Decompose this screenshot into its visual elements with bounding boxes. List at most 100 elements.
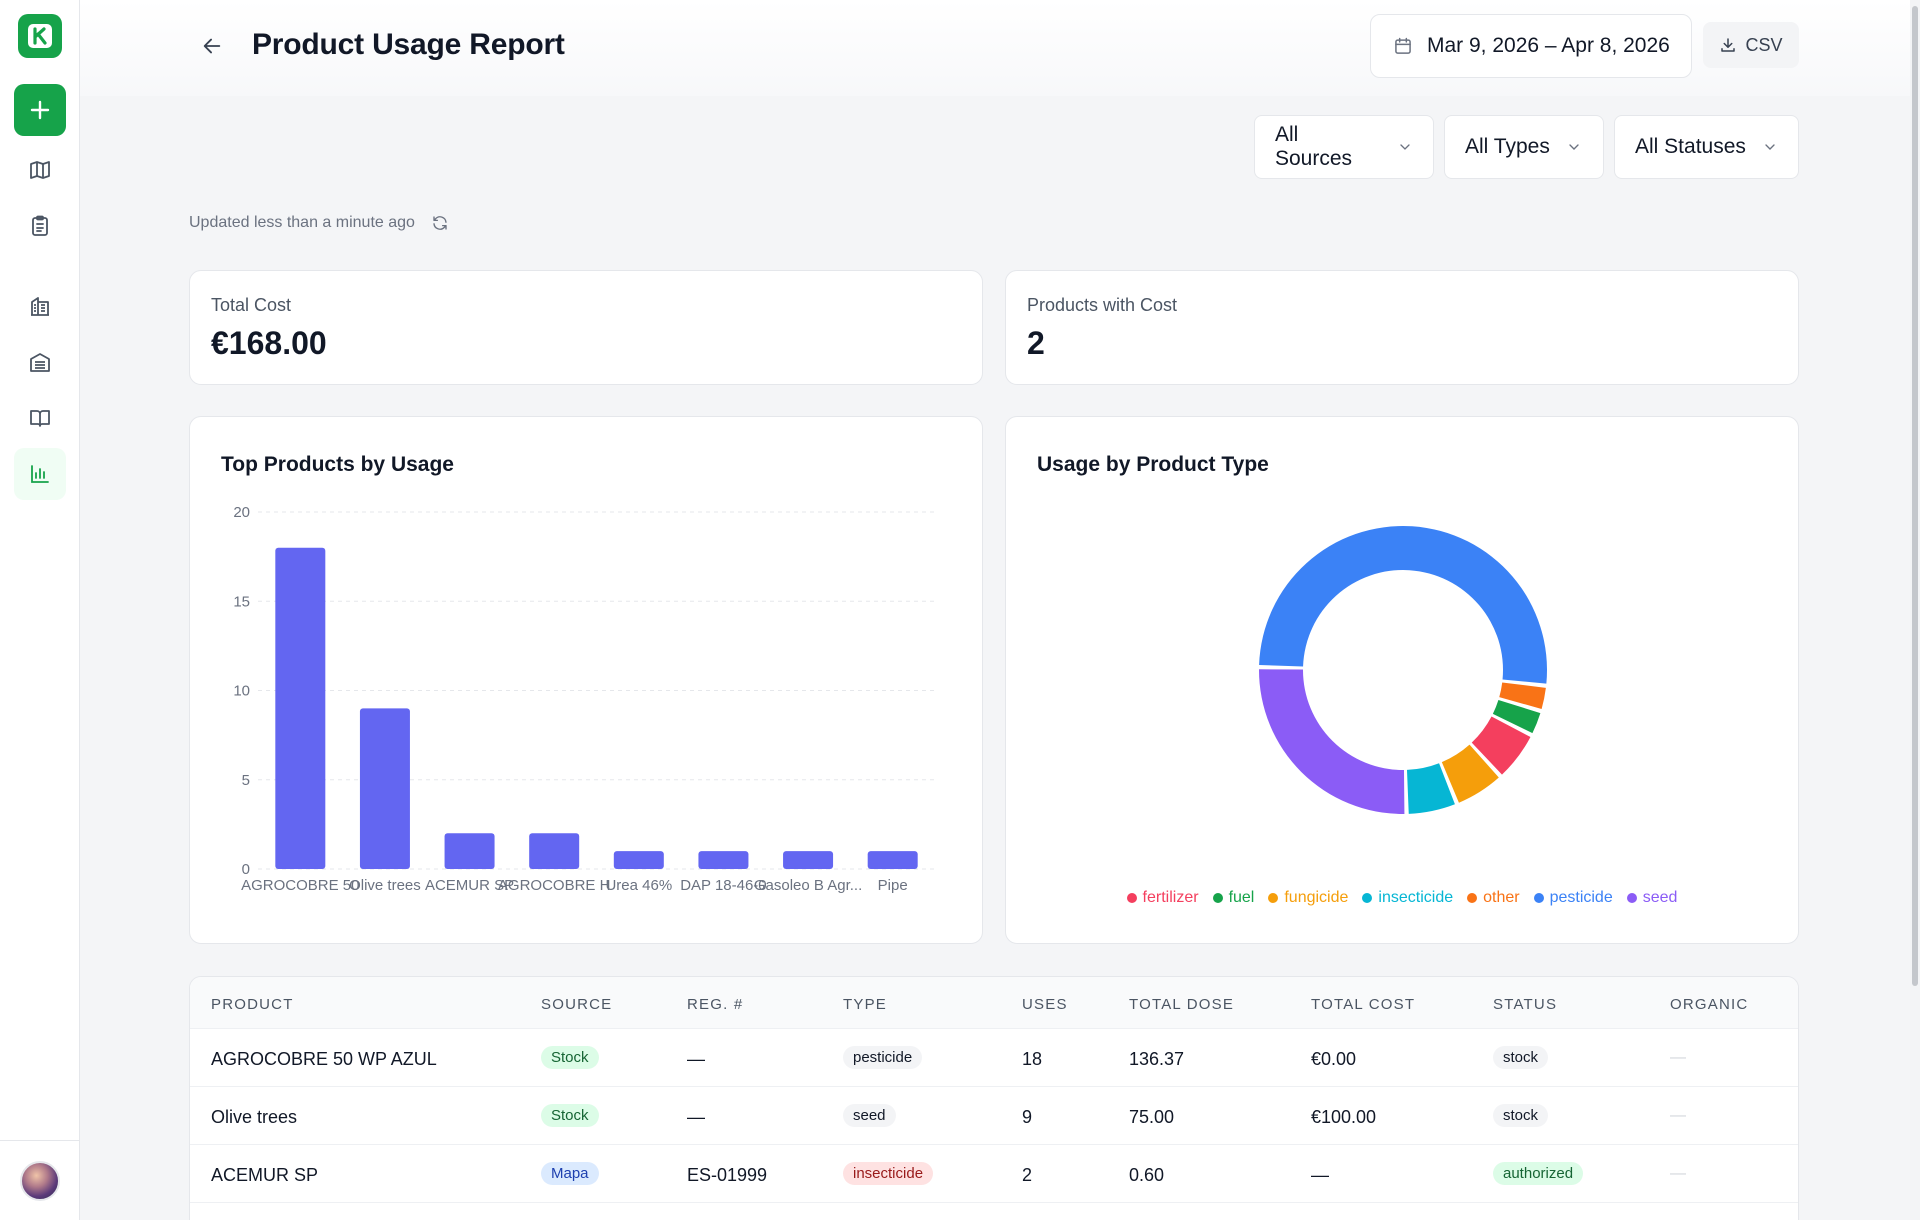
refresh-icon[interactable] <box>431 214 449 232</box>
app-logo[interactable] <box>17 14 62 58</box>
page-header: Product Usage Report Mar 9, 2026 – Apr 8… <box>80 0 1910 96</box>
nav-item-farms[interactable] <box>14 280 66 332</box>
x-tick-label: AGROCOBRE H <box>498 877 611 894</box>
legend-item-insecticide: insecticide <box>1362 889 1453 907</box>
y-tick-label: 5 <box>242 772 250 789</box>
cell-product: ACEMUR SP <box>211 1165 319 1185</box>
scrollbar-thumb[interactable] <box>1912 6 1918 986</box>
nav-item-warehouse[interactable] <box>14 336 66 388</box>
sidebar <box>0 0 80 1220</box>
table-row[interactable]: ACEMUR SP Mapa ES-01999 insecticide 2 0.… <box>190 1145 1798 1203</box>
col-header-status[interactable]: STATUS <box>1493 996 1558 1013</box>
donut-chart-title: Usage by Product Type <box>1037 453 1269 476</box>
calendar-icon <box>1395 37 1411 54</box>
x-tick-label: Urea 46% <box>605 877 672 894</box>
col-header-source[interactable]: SOURCE <box>541 996 613 1013</box>
legend-dot <box>1212 893 1223 903</box>
donut-slice-other <box>1499 682 1546 710</box>
bar-chart-title: Top Products by Usage <box>221 453 454 476</box>
main-content: Product Usage Report Mar 9, 2026 – Apr 8… <box>80 0 1910 1220</box>
legend-label: seed <box>1642 889 1678 906</box>
csv-export-button[interactable]: CSV <box>1703 22 1799 68</box>
table-row[interactable]: AGROCOBRE 50 WP AZUL Stock — pesticide 1… <box>190 1029 1798 1087</box>
warehouse-icon <box>29 353 50 372</box>
cell-reg: ES-01999 <box>687 1165 768 1185</box>
col-header-total-cost[interactable]: TOTAL COST <box>1311 996 1416 1013</box>
col-header-total-dose[interactable]: TOTAL DOSE <box>1129 996 1235 1013</box>
col-header-reg[interactable]: REG. # <box>687 996 744 1013</box>
legend-item-pesticide: pesticide <box>1533 889 1613 907</box>
bar <box>444 833 495 869</box>
filter-types[interactable]: All Types <box>1444 115 1604 179</box>
x-tick-label: Pipe <box>878 877 908 894</box>
products-with-cost-card: Products with Cost 2 <box>1005 270 1799 385</box>
y-tick-label: 0 <box>242 861 250 878</box>
cell-total-dose: 75.00 <box>1129 1107 1175 1127</box>
filter-statuses[interactable]: All Statuses <box>1614 115 1799 179</box>
legend-dot <box>1126 893 1137 903</box>
donut-slice-fungicide <box>1441 744 1499 803</box>
donut-legend: fertilizer fuel fungicide insecticide other p… <box>1006 889 1798 907</box>
bar <box>867 851 918 869</box>
total-cost-label: Total Cost <box>211 295 292 315</box>
cell-organic: — <box>1670 1107 1686 1124</box>
status-badge: stock <box>1493 1104 1549 1127</box>
add-button[interactable] <box>13 84 66 136</box>
filter-types-label: All Types <box>1465 135 1550 158</box>
sidebar-footer <box>0 1140 80 1220</box>
usage-table: PRODUCT SOURCE REG. # TYPE USES TOTAL DO… <box>189 976 1799 1220</box>
user-avatar[interactable] <box>20 1160 60 1201</box>
chevron-down-icon <box>1400 144 1410 150</box>
bar <box>613 851 664 869</box>
nav-item-map[interactable] <box>14 144 66 196</box>
legend-label: fuel <box>1228 889 1255 906</box>
cell-organic: — <box>1670 1165 1686 1182</box>
cell-reg: — <box>687 1107 705 1127</box>
col-header-product[interactable]: PRODUCT <box>211 996 294 1013</box>
date-range-picker[interactable]: Mar 9, 2026 – Apr 8, 2026 <box>1370 14 1692 78</box>
last-updated-text: Updated less than a minute ago <box>189 214 415 231</box>
x-tick-label: Olive trees <box>349 877 421 894</box>
arrow-left-icon <box>203 38 221 54</box>
donut-chart <box>1259 525 1547 814</box>
download-icon <box>1721 38 1736 52</box>
cell-total-cost: €100.00 <box>1311 1107 1377 1127</box>
source-badge: Stock <box>541 1104 599 1127</box>
total-cost-value: €168.00 <box>211 325 327 361</box>
status-badge: stock <box>1493 1046 1549 1069</box>
last-updated: Updated less than a minute ago <box>189 214 449 232</box>
nav-item-tasks[interactable] <box>14 200 66 252</box>
chevron-down-icon <box>1569 144 1579 150</box>
filter-sources[interactable]: All Sources <box>1254 115 1434 179</box>
building-icon <box>30 297 49 316</box>
legend-item-fertilizer: fertilizer <box>1126 889 1199 907</box>
filter-sources-label: All Sources <box>1275 123 1353 170</box>
cell-reg: — <box>687 1049 705 1069</box>
x-tick-label: AGROCOBRE 50 <box>241 877 359 894</box>
col-header-uses[interactable]: USES <box>1022 996 1068 1013</box>
date-range-label: Mar 9, 2026 – Apr 8, 2026 <box>1427 34 1670 57</box>
legend-item-fungicide: fungicide <box>1268 889 1348 907</box>
table-row[interactable]: Olive trees Stock — seed 9 75.00 €100.00… <box>190 1087 1798 1145</box>
donut-slice-fuel <box>1492 699 1541 734</box>
back-button[interactable] <box>196 30 228 62</box>
source-badge: Stock <box>541 1046 599 1069</box>
col-header-organic[interactable]: ORGANIC <box>1670 996 1749 1013</box>
csv-label: CSV <box>1745 34 1783 55</box>
k-logo-icon <box>27 24 52 48</box>
bar <box>359 708 410 869</box>
plus-icon <box>30 100 49 120</box>
book-open-icon <box>29 410 50 427</box>
type-badge: insecticide <box>843 1162 934 1185</box>
col-header-type[interactable]: TYPE <box>843 996 887 1013</box>
x-tick-label: ACEMUR SP <box>425 877 514 894</box>
nav-item-reports[interactable] <box>13 448 66 500</box>
legend-dot <box>1626 893 1637 903</box>
cell-total-dose: 0.60 <box>1129 1165 1165 1185</box>
total-cost-card: Total Cost €168.00 <box>189 270 983 385</box>
nav-item-catalog[interactable] <box>14 392 66 444</box>
y-tick-label: 10 <box>233 683 250 700</box>
cell-uses: 18 <box>1022 1049 1043 1069</box>
source-badge: Mapa <box>541 1162 599 1185</box>
cell-total-dose: 136.37 <box>1129 1049 1185 1069</box>
